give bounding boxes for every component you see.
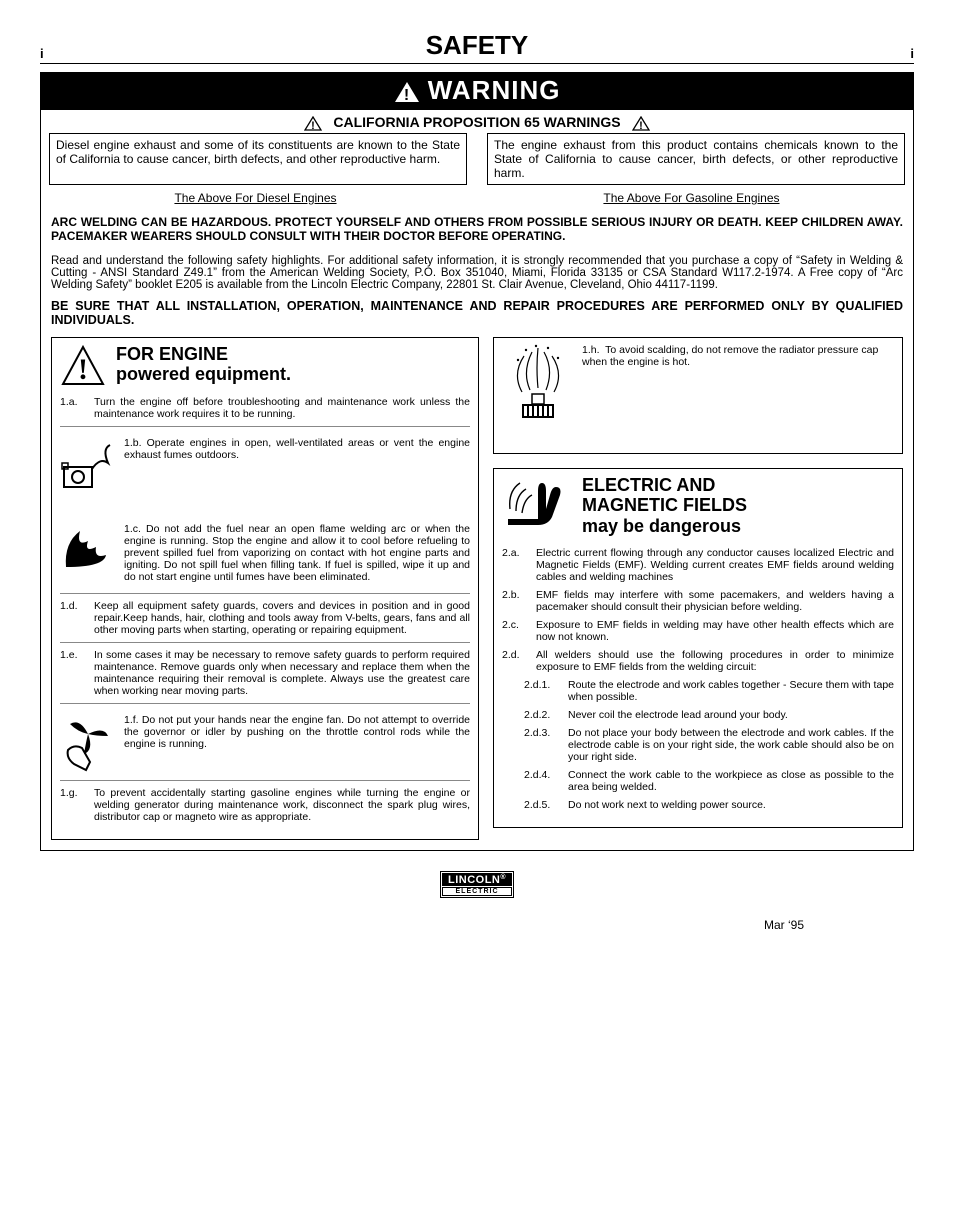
item-2d2: 2.d.2. Never coil the electrode lead aro… (524, 709, 894, 721)
item-1d: 1.d. Keep all equipment safety guards, c… (60, 600, 470, 636)
item-2d1: 2.d.1. Route the electrode and work cabl… (524, 679, 894, 703)
flame-icon (60, 523, 116, 579)
svg-text:!: ! (78, 353, 88, 386)
gasoline-box: The engine exhaust from this product con… (487, 133, 905, 185)
right-column: 1.h. To avoid scalding, do not remove th… (493, 337, 903, 840)
item-1c: 1.c. Do not add the fuel near an open fl… (60, 523, 470, 583)
date: Mar ‘95 (40, 918, 914, 932)
engine-heading-l2: powered equipment. (116, 364, 291, 385)
divider (60, 426, 470, 427)
item-2a: 2.a. Electric current flowing through an… (502, 547, 894, 583)
prop65-boxes: Diesel engine exhaust and some of its co… (41, 133, 913, 189)
emf-box: ELECTRIC AND MAGNETIC FIELDS may be dang… (493, 468, 903, 828)
arc-warning: ARC WELDING CAN BE HAZARDOUS. PROTECT YO… (41, 211, 913, 247)
item-2d5: 2.d.5. Do not work next to welding power… (524, 799, 894, 811)
engine-column: ! FOR ENGINE powered equipment. 1.a. Tur… (51, 337, 479, 840)
item-1e: 1.e. In some cases it may be necessary t… (60, 649, 470, 697)
item-2d: 2.d. All welders should use the followin… (502, 649, 894, 673)
divider (60, 593, 470, 594)
engine-exhaust-icon (60, 437, 116, 493)
emf-heading-l3: may be dangerous (582, 516, 747, 537)
page-letter-right: i (910, 46, 914, 61)
warning-triangle-small-icon: ! (632, 114, 650, 130)
diesel-caption: The Above For Diesel Engines (174, 191, 336, 205)
item-1g: 1.g. To prevent accidentally starting ga… (60, 787, 470, 823)
divider (60, 703, 470, 704)
emf-heading-l2: MAGNETIC FIELDS (582, 495, 747, 516)
item-1h-box: 1.h. To avoid scalding, do not remove th… (493, 337, 903, 454)
svg-text:!: ! (311, 120, 315, 131)
gasoline-caption: The Above For Gasoline Engines (603, 191, 779, 205)
emf-heading: ELECTRIC AND MAGNETIC FIELDS may be dang… (502, 475, 894, 537)
prop65-title: CALIFORNIA PROPOSITION 65 WARNINGS (333, 114, 620, 130)
divider (60, 780, 470, 781)
page-header: i SAFETY i (40, 30, 914, 64)
radiator-steam-icon (502, 344, 574, 427)
item-2b: 2.b. EMF fields may interfere with some … (502, 589, 894, 613)
engine-heading: ! FOR ENGINE powered equipment. (60, 344, 470, 390)
emf-hand-icon (502, 475, 572, 533)
caution-triangle-icon: ! (60, 344, 106, 390)
prop65-heading: ! CALIFORNIA PROPOSITION 65 WARNINGS ! (41, 110, 913, 133)
svg-text:!: ! (403, 87, 409, 103)
engine-captions: The Above For Diesel Engines The Above F… (41, 189, 913, 211)
two-columns: ! FOR ENGINE powered equipment. 1.a. Tur… (41, 333, 913, 850)
diesel-box: Diesel engine exhaust and some of its co… (49, 133, 467, 185)
logo-top: LINCOLN® (442, 873, 512, 886)
item-2d3: 2.d.3. Do not place your body between th… (524, 727, 894, 763)
content-box: ! WARNING ! CALIFORNIA PROPOSITION 65 WA… (40, 72, 914, 851)
read-paragraph: Read and understand the following safety… (41, 247, 913, 299)
divider (60, 642, 470, 643)
emf-heading-l1: ELECTRIC AND (582, 475, 747, 496)
warning-label: WARNING (428, 75, 561, 105)
item-1b: 1.b. Operate engines in open, well-venti… (60, 437, 470, 493)
be-sure-paragraph: BE SURE THAT ALL INSTALLATION, OPERATION… (41, 299, 913, 333)
logo-bot: ELECTRIC (442, 887, 512, 896)
warning-bar: ! WARNING (41, 73, 913, 110)
item-1a: 1.a. Turn the engine off before troubles… (60, 396, 470, 420)
item-1f: 1.f. Do not put your hands near the engi… (60, 714, 470, 770)
warning-triangle-small-icon: ! (304, 114, 326, 130)
warning-triangle-icon: ! (394, 75, 428, 105)
engine-heading-l1: FOR ENGINE (116, 344, 291, 365)
hand-fan-icon (60, 714, 116, 770)
svg-text:!: ! (639, 120, 643, 131)
page-title: SAFETY (426, 30, 529, 61)
item-2c: 2.c. Exposure to EMF fields in welding m… (502, 619, 894, 643)
item-2d4: 2.d.4. Connect the work cable to the wor… (524, 769, 894, 793)
page-letter-left: i (40, 46, 44, 61)
logo: LINCOLN® ELECTRIC (40, 871, 914, 898)
